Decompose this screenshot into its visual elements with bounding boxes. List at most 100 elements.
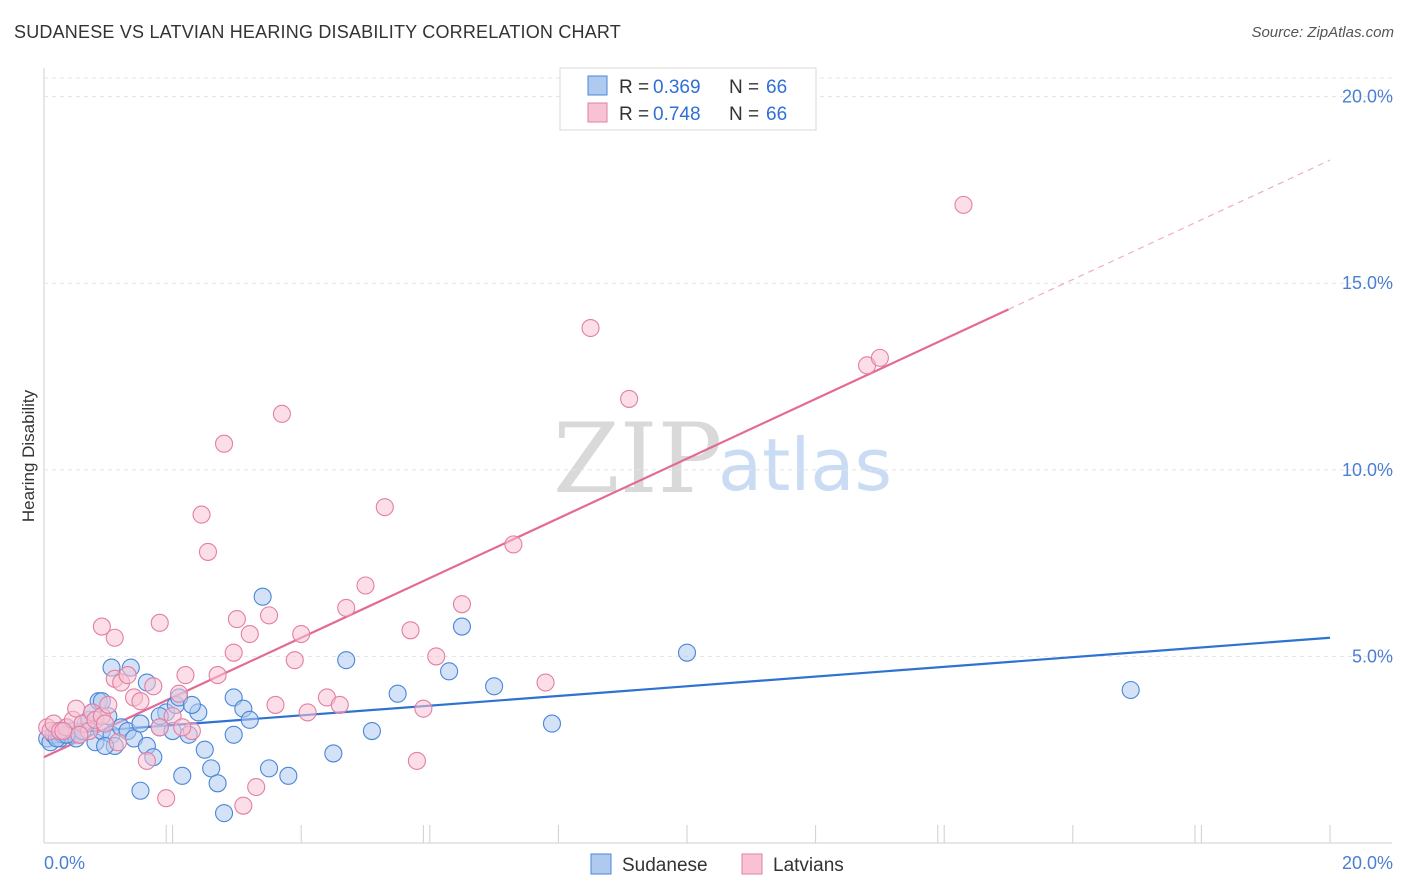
point-latvians (272, 404, 291, 423)
legend-r-value-2: 0.748 (653, 104, 701, 125)
y-axis-label: Hearing Disability (19, 389, 38, 522)
point-sudanese (195, 740, 214, 759)
point-sudanese (485, 677, 504, 696)
point-latvians (150, 613, 169, 632)
point-latvians (452, 595, 472, 614)
correlation-legend: R = 0.369 N = 66 R = 0.748 N = 66 (559, 67, 817, 131)
x-tick-marks (165, 825, 1331, 843)
point-sudanese (173, 766, 192, 785)
point-latvians (92, 617, 111, 636)
point-latvians (234, 796, 253, 815)
point-sudanese (208, 774, 227, 793)
point-latvians (407, 751, 426, 770)
x-tick-label-max: 20.0% (1342, 853, 1393, 873)
legend-r-label-1: R = (619, 77, 649, 98)
point-sudanese (337, 651, 356, 670)
point-sudanese (224, 725, 243, 744)
watermark-atlas: atlas (718, 423, 892, 507)
point-latvians (240, 624, 259, 644)
point-latvians (150, 718, 169, 737)
point-latvians (401, 621, 420, 640)
trend-lines (43, 159, 1331, 759)
point-sudanese (253, 587, 272, 606)
bottom-legend-swatch-sudanese (590, 853, 612, 875)
x-tick-label-min: 0.0% (44, 853, 85, 873)
point-latvians (298, 703, 317, 722)
point-latvians (208, 666, 227, 685)
point-latvians (954, 195, 973, 214)
legend-n-label-1: N = (729, 77, 759, 98)
point-sudanese (182, 695, 201, 714)
y-tick-label: 15.0% (1342, 273, 1393, 293)
legend-n-label-2: N = (729, 104, 759, 125)
point-sudanese (202, 759, 221, 778)
trend-line-latvians-extension (1008, 159, 1331, 310)
point-sudanese (240, 710, 259, 729)
point-latvians (169, 684, 189, 703)
point-latvians (285, 651, 304, 670)
chart-title: SUDANESE VS LATVIAN HEARING DISABILITY C… (14, 22, 622, 42)
point-sudanese (259, 759, 279, 778)
series-legend: Sudanese Latvians (590, 853, 844, 876)
point-latvians (131, 692, 150, 711)
legend-n-value-1: 66 (766, 77, 787, 98)
point-latvians (247, 777, 266, 797)
point-sudanese (1121, 680, 1140, 700)
point-sudanese (131, 781, 150, 800)
point-sudanese (214, 804, 234, 823)
point-latvians (427, 647, 446, 666)
point-latvians (70, 725, 89, 744)
point-sudanese (279, 766, 298, 785)
point-latvians (137, 751, 156, 770)
point-latvians (259, 606, 279, 625)
point-latvians (330, 695, 349, 714)
point-latvians (176, 666, 195, 685)
legend-swatch-sudanese (587, 75, 608, 96)
grid-layer (44, 77, 1392, 657)
point-latvians (870, 348, 889, 367)
y-tick-label: 5.0% (1352, 646, 1393, 666)
bottom-legend-latvians: Latvians (773, 855, 844, 876)
point-latvians (227, 610, 246, 629)
point-latvians (224, 643, 243, 662)
point-latvians (144, 677, 163, 696)
point-latvians (414, 699, 433, 718)
legend-r-value-1: 0.369 (653, 77, 701, 98)
y-tick-label: 10.0% (1342, 460, 1393, 480)
point-sudanese (452, 617, 472, 636)
legend-r-label-2: R = (619, 104, 649, 125)
point-latvians (214, 434, 234, 453)
legend-swatch-latvians (587, 102, 608, 123)
point-latvians (173, 718, 192, 737)
data-points (38, 195, 1140, 823)
point-latvians (118, 666, 137, 685)
y-tick-label: 20.0% (1342, 87, 1393, 107)
point-sudanese (324, 744, 343, 763)
point-latvians (108, 733, 127, 752)
source-label: Source: ZipAtlas.com (1251, 24, 1394, 41)
y-tick-labels: 5.0% 10.0% 15.0% 20.0% (1342, 87, 1393, 667)
point-latvians (157, 789, 176, 808)
point-latvians (99, 695, 118, 714)
legend-n-value-2: 66 (766, 104, 787, 125)
point-latvians (504, 535, 523, 554)
point-latvians (356, 576, 375, 595)
point-sudanese (388, 684, 407, 703)
point-latvians (54, 721, 73, 741)
point-latvians (375, 498, 394, 517)
point-sudanese (362, 721, 381, 741)
point-latvians (581, 318, 600, 338)
point-sudanese (440, 662, 459, 681)
point-latvians (620, 389, 639, 408)
point-sudanese (677, 643, 697, 662)
bottom-legend-swatch-latvians (741, 853, 763, 875)
point-latvians (96, 714, 115, 733)
watermark-zip: ZIP (553, 403, 722, 515)
point-sudanese (131, 714, 150, 733)
point-latvians (105, 628, 124, 647)
point-latvians (536, 673, 555, 692)
point-latvians (337, 598, 356, 617)
point-latvians (266, 695, 285, 714)
point-latvians (192, 505, 211, 524)
